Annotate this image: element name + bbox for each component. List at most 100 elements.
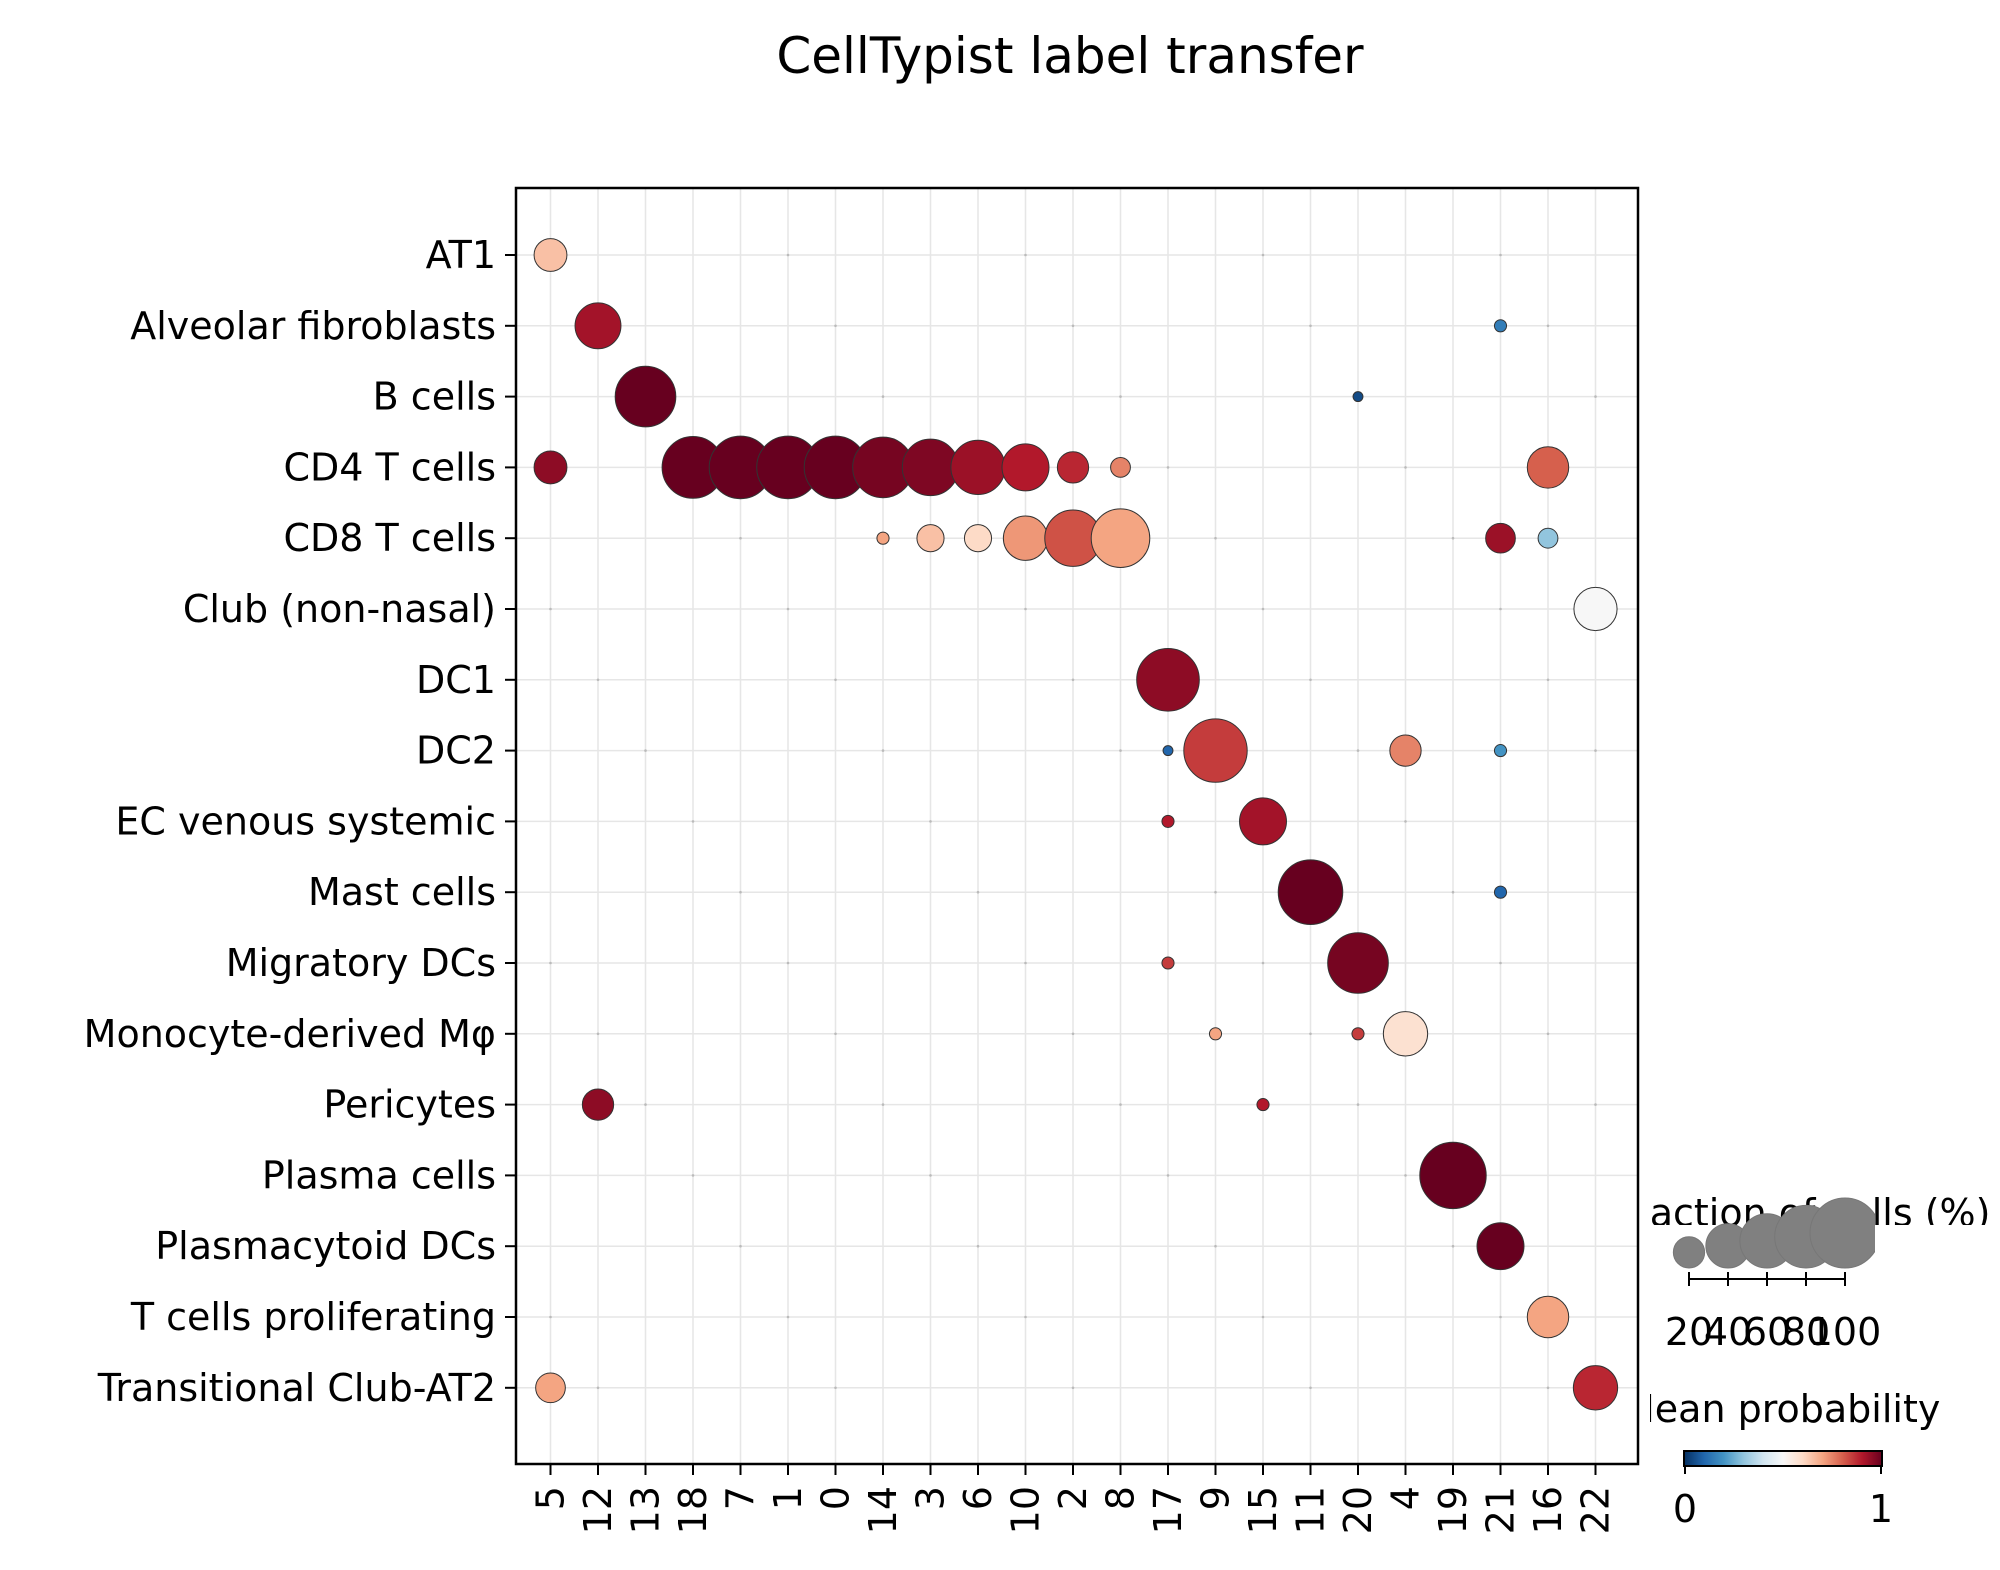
dot-marker-trace [1166,466,1170,469]
dot-marker-trace [549,1315,552,1319]
dot-marker-trace [1071,324,1075,328]
dot-marker-trace [929,1174,932,1177]
dot-marker [1419,1141,1487,1210]
dot-marker-trace [1546,1386,1550,1390]
dot-marker-trace [1356,749,1360,752]
dot-marker-trace [1309,1386,1312,1390]
dot-marker-trace [691,820,695,823]
dot-marker-trace [739,890,742,894]
dot-marker [1136,648,1200,712]
colorbar [1683,1450,1883,1467]
dot-marker-trace [786,961,790,965]
dot-marker-trace [739,1244,742,1248]
x-tick-label: 2 [1051,1486,1095,1510]
y-tick-label: Pericytes [323,1083,496,1127]
dot-marker-trace [739,536,742,540]
dot-marker [1485,522,1516,554]
dot-marker-trace [691,1174,695,1177]
x-tick-label: 13 [624,1486,668,1534]
dot-marker-trace [976,890,980,894]
dot-marker-trace [834,324,837,328]
dot-marker-trace [834,678,837,682]
color-legend: Mean probability 0 1 [1622,1387,1940,1531]
x-tick-label: 7 [719,1486,763,1510]
dot-marker [574,302,622,350]
dot-marker [901,438,960,497]
color-legend-title: Mean probability [1622,1387,1940,1431]
dot-marker-trace [1024,1315,1027,1319]
x-tick-label: 9 [1194,1486,1238,1510]
dot-marker [1351,1027,1365,1041]
dot-marker [1256,1098,1270,1112]
y-tick-label: Mast cells [308,870,496,914]
dot-marker-trace [1594,1103,1597,1106]
dot-marker [1161,956,1175,970]
dot-marker-trace [1261,607,1265,611]
dot-marker-trace [596,678,600,682]
y-tick-label: DC1 [416,658,496,702]
dot-marker-trace [1546,678,1550,682]
dot-marker-trace [1546,1032,1550,1036]
x-tick-label: 19 [1431,1486,1475,1534]
dot-marker-trace [1261,1315,1265,1319]
x-tick-label: 12 [576,1486,620,1534]
dot-marker [1239,797,1287,846]
dot-marker-trace [929,820,932,823]
dot-marker [1090,508,1151,568]
x-tick-label: 14 [861,1486,905,1534]
y-tick-label: DC2 [416,729,496,773]
dot-marker-trace [786,253,790,257]
y-tick-label: AT1 [426,233,496,277]
dot-marker-trace [1071,678,1075,682]
dot-marker-trace [976,1244,980,1248]
dot-marker-trace [1451,536,1455,540]
dot-marker [533,238,568,272]
dot-markers [533,238,1619,1411]
dot-marker [1526,1295,1570,1339]
dot-marker-trace [1356,1103,1360,1106]
dot-marker-trace [1261,253,1265,257]
x-tick-label: 15 [1241,1486,1285,1534]
dot-marker-trace [1166,1174,1170,1177]
dot-marker [1001,443,1050,492]
dot-marker-trace [1499,961,1502,965]
x-tick-label: 3 [909,1486,953,1510]
dot-marker [1572,1365,1619,1411]
x-tick-label: 8 [1099,1486,1143,1510]
dot-marker-trace [1214,890,1217,894]
dot-marker [1493,744,1508,758]
dot-marker [1183,718,1248,783]
x-tick-label: 4 [1384,1486,1428,1510]
dot-marker-trace [881,1103,885,1106]
dot-marker [876,531,890,545]
dot-marker-trace [1119,749,1122,752]
dot-marker-trace [1451,890,1455,894]
dot-marker-trace [786,1315,790,1319]
dot-marker-trace [1404,820,1407,823]
dot-marker-trace [1024,253,1027,257]
x-tick-label: 0 [814,1486,858,1510]
dot-marker-trace [644,1103,647,1106]
dot-marker-trace [1024,607,1027,611]
x-axis: 5 12 13 18 7 1 0 14 3 6 10 2 8 17 9 15 11 20 4 19 21 16 22 [529,1464,1618,1534]
dot-marker [1382,1011,1429,1057]
dot-marker [1537,527,1559,549]
x-tick-label: 5 [529,1486,573,1510]
dot-marker-trace [1499,607,1502,611]
dot-marker [533,450,568,485]
colorbar-max-label: 1 [1869,1487,1893,1531]
dot-marker-trace [644,749,647,752]
x-tick-label: 16 [1526,1486,1570,1534]
dot-marker-trace [1594,749,1597,752]
dot-marker [581,1088,615,1121]
size-legend-dot [1809,1197,1875,1269]
dot-marker-trace [1499,1315,1502,1319]
x-tick-label: 10 [1004,1486,1048,1534]
y-tick-label: Monocyte-derived Mφ [84,1012,496,1056]
dot-marker-trace [1404,1174,1407,1177]
dot-marker-trace [1024,961,1027,965]
dot-marker [1277,859,1344,925]
y-tick-label: Transitional Club-AT2 [97,1366,496,1410]
x-tick-label: 21 [1479,1486,1523,1534]
